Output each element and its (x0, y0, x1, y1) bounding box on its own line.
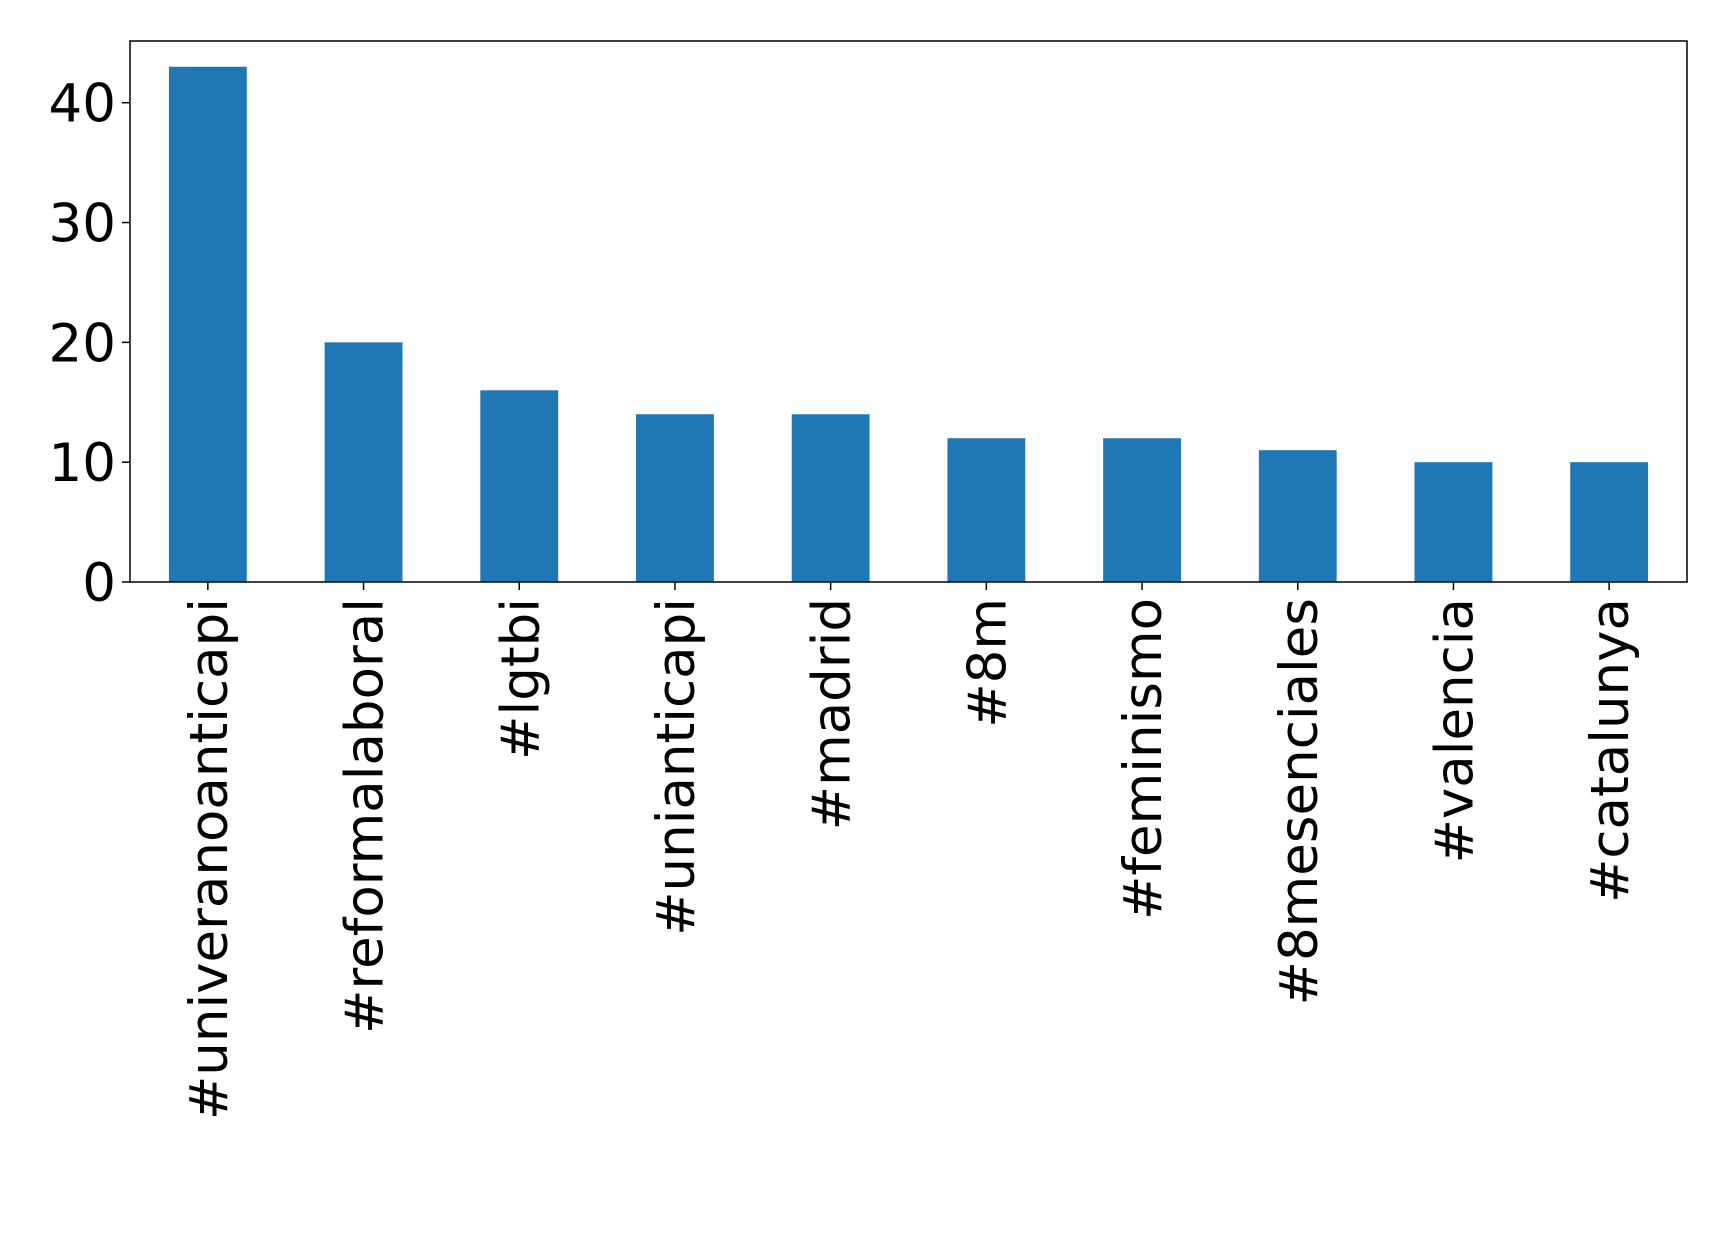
y-tick-label: 0 (82, 553, 116, 614)
x-tick-label: #univeranoanticapi (179, 598, 240, 1120)
y-tick-label: 40 (49, 74, 116, 135)
bar (1258, 450, 1337, 582)
bar (168, 66, 247, 582)
bar (1570, 462, 1649, 582)
x-tick-label: #unianticapi (646, 598, 707, 936)
bar (480, 390, 559, 582)
plot-frame (129, 40, 1688, 583)
x-tick-label: #valencia (1424, 598, 1485, 864)
bar (1103, 438, 1181, 582)
bar (1414, 462, 1493, 582)
bar (324, 342, 403, 582)
x-tick-label: #8m (957, 598, 1018, 728)
x-tick-label: #reformalaboral (335, 598, 396, 1034)
bar (636, 414, 714, 582)
x-tick-label: #catalunya (1580, 598, 1641, 903)
x-tick-label: #madrid (802, 598, 863, 830)
x-tick-label: #feminismo (1113, 598, 1174, 920)
y-tick-label: 10 (49, 433, 116, 494)
y-tick-label: 20 (49, 313, 116, 374)
bar (947, 438, 1026, 582)
y-tick-label: 30 (49, 194, 116, 255)
x-tick-label: #lgtbi (490, 598, 551, 760)
x-tick-label: #8mesenciales (1269, 598, 1330, 1005)
bar (791, 414, 870, 582)
